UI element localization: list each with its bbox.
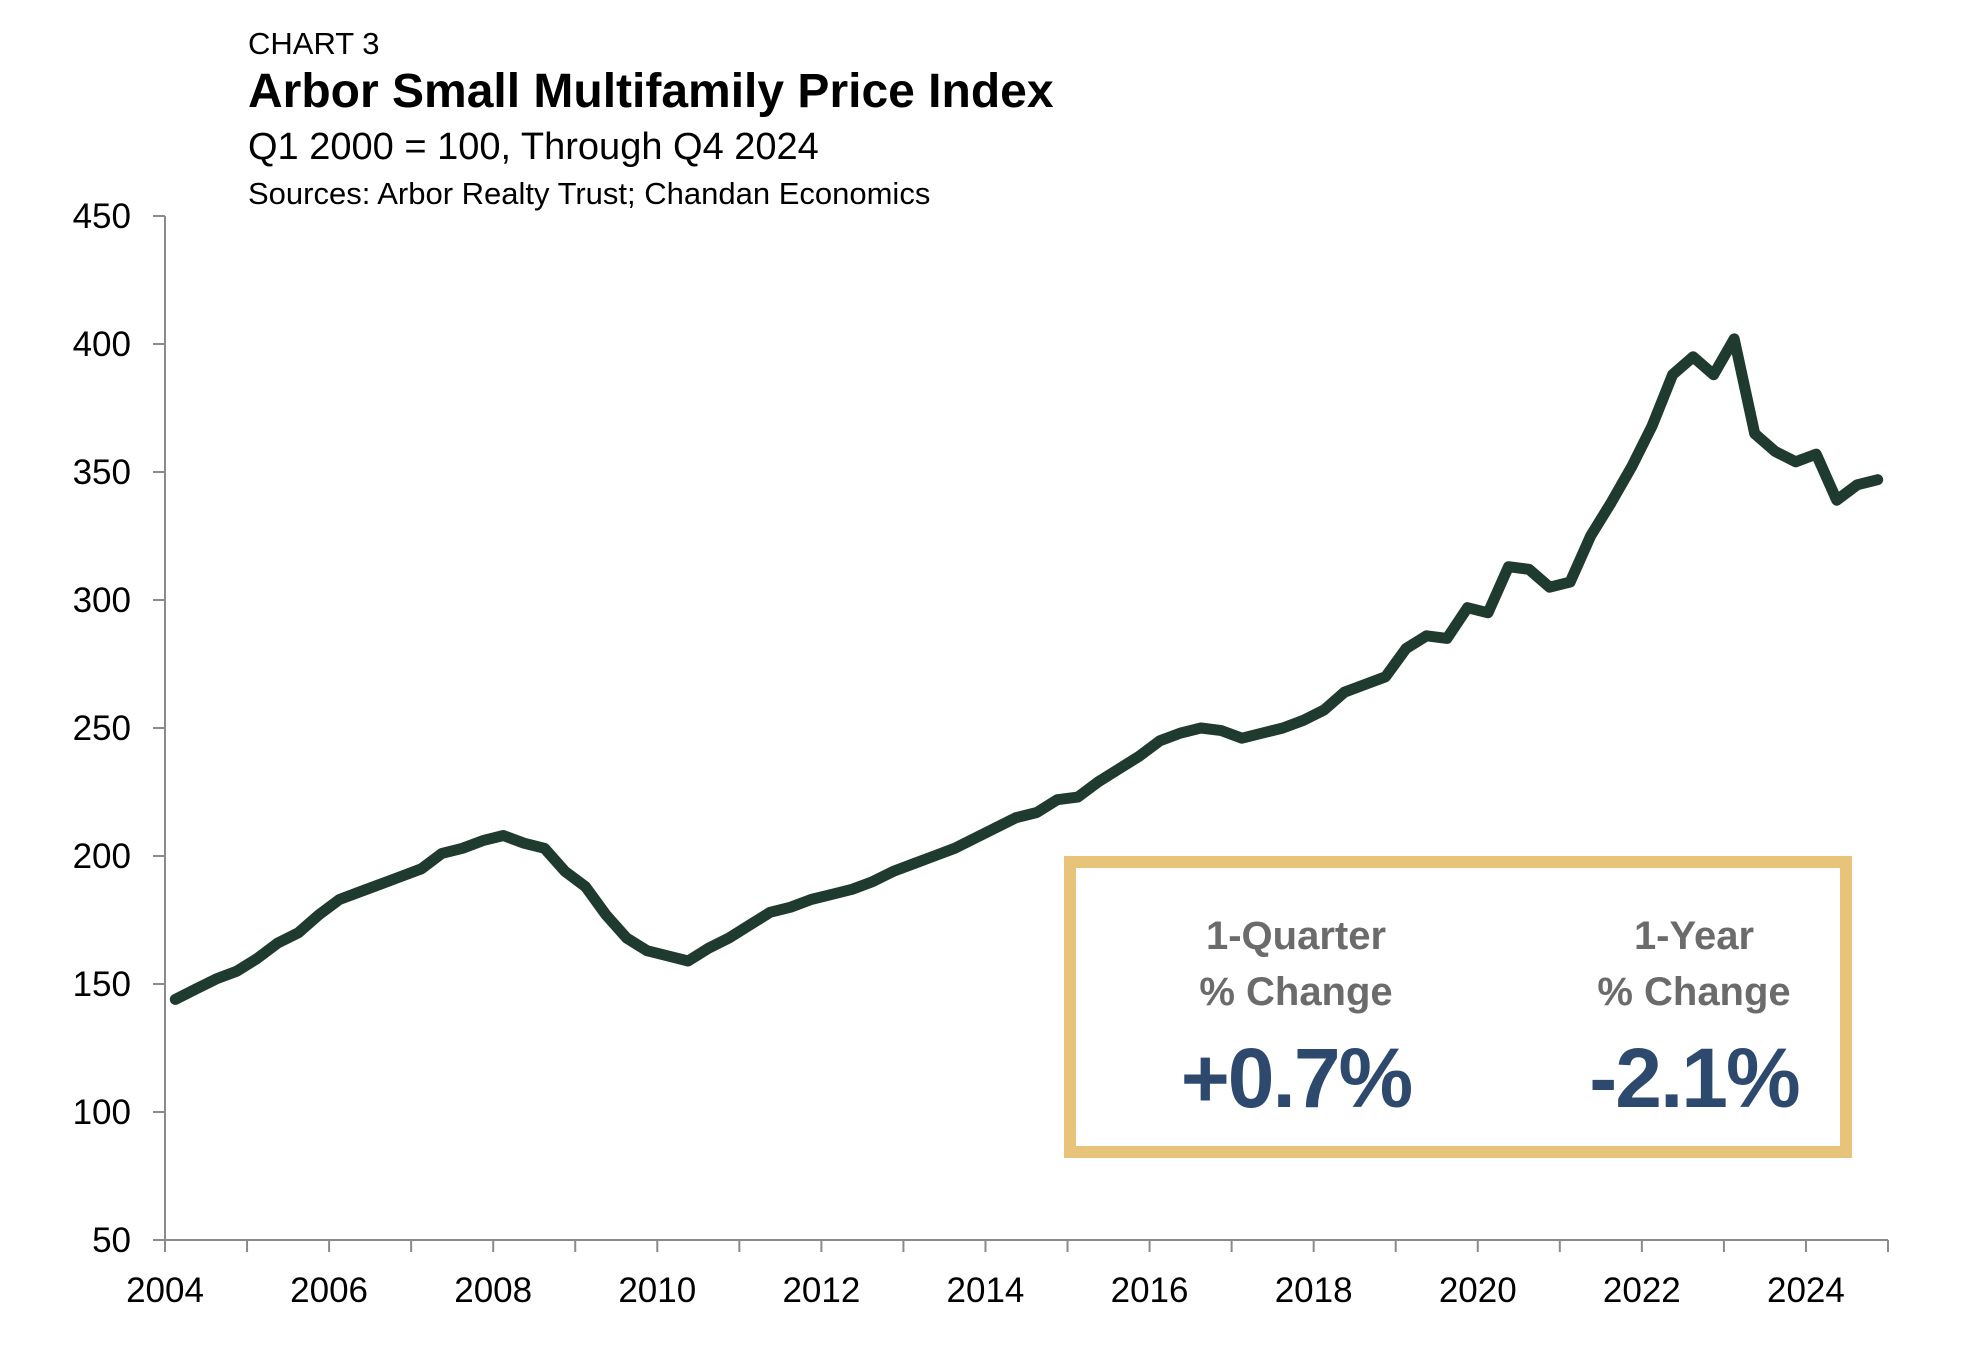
- year-change-label-2: % Change: [1597, 970, 1791, 1014]
- x-tick-label: 2020: [1439, 1271, 1517, 1310]
- x-tick-label: 2004: [126, 1271, 204, 1310]
- y-tick-label: 400: [73, 325, 131, 364]
- quarter-change-stat: 1-Quarter % Change +0.7%: [1126, 908, 1466, 1128]
- y-tick-label: 50: [92, 1221, 131, 1260]
- chart-title: Arbor Small Multifamily Price Index: [248, 65, 1054, 118]
- quarter-change-label-2: % Change: [1199, 970, 1393, 1014]
- y-tick-label: 300: [73, 581, 131, 620]
- quarter-change-value: +0.7%: [1180, 1031, 1414, 1125]
- y-tick-label: 150: [73, 965, 131, 1004]
- x-tick-label: 2016: [1111, 1271, 1189, 1310]
- chart-series: [169, 333, 1884, 1005]
- x-tick-label: 2006: [290, 1271, 368, 1310]
- y-tick-label: 450: [73, 197, 131, 236]
- chart-subtitle: Q1 2000 = 100, Through Q4 2024: [248, 126, 819, 168]
- quarter-change-label-1: 1-Quarter: [1205, 914, 1387, 958]
- x-tick-label: 2012: [782, 1271, 860, 1310]
- chart-header: CHART 3 Arbor Small Multifamily Price In…: [248, 26, 1054, 216]
- y-tick-label: 200: [73, 837, 131, 876]
- y-tick-label: 100: [73, 1093, 131, 1132]
- year-change-value: -2.1%: [1589, 1031, 1800, 1125]
- y-tick-label: 350: [73, 453, 131, 492]
- year-change-stat: 1-Year % Change -2.1%: [1524, 908, 1864, 1128]
- x-tick-label: 2014: [947, 1271, 1025, 1310]
- x-tick-label: 2018: [1275, 1271, 1353, 1310]
- price-index-line: [169, 333, 1884, 1005]
- x-tick-label: 2010: [618, 1271, 696, 1310]
- change-callout-box: 1-Quarter % Change +0.7% 1-Year % Change…: [1064, 856, 1852, 1158]
- chart-number: CHART 3: [248, 26, 380, 61]
- x-tick-label: 2022: [1603, 1271, 1681, 1310]
- chart-source: Sources: Arbor Realty Trust; Chandan Eco…: [248, 176, 931, 211]
- year-change-label-1: 1-Year: [1633, 914, 1755, 958]
- y-tick-label: 250: [73, 709, 131, 748]
- x-tick-label: 2008: [454, 1271, 532, 1310]
- x-tick-label: 2024: [1767, 1271, 1845, 1310]
- chart-axes: 50 100 150 200 250 300 350 400 450 2004 2006 2008 20…: [73, 197, 1889, 1310]
